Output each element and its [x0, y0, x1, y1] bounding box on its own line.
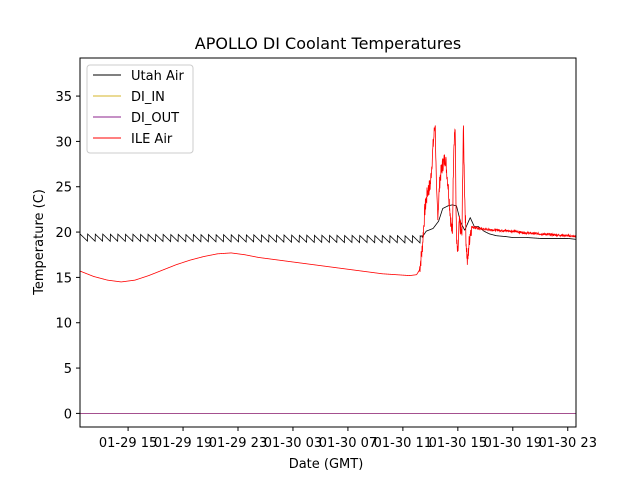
legend-frame — [86, 64, 194, 154]
y-tick-label: 20 — [55, 226, 72, 241]
x-tick-label: 01-30 03 — [264, 436, 322, 451]
y-tick-label: 10 — [55, 317, 72, 332]
series-line-utah-air — [80, 204, 576, 244]
x-tick-label: 01-30 07 — [319, 436, 377, 451]
legend-label: ILE Air — [131, 132, 173, 147]
legend-label: Utah Air — [131, 69, 184, 84]
y-tick-label: 30 — [55, 135, 72, 150]
chart-title: APOLLO DI Coolant Temperatures — [195, 34, 461, 53]
y-tick-label: 25 — [55, 181, 72, 196]
legend: Utah Air DI_IN DI_OUT ILE Air — [86, 64, 194, 154]
x-tick-label: 01-29 23 — [209, 436, 267, 451]
x-tick-label: 01-30 19 — [484, 436, 542, 451]
plot-frame — [79, 57, 577, 428]
y-axis: 0 5 10 15 20 25 30 35 — [55, 90, 80, 422]
y-tick-label: 15 — [55, 271, 72, 286]
legend-label: DI_OUT — [131, 111, 179, 126]
series-layer — [80, 125, 576, 414]
y-axis-label: Temperature (C) — [32, 189, 47, 296]
y-tick-label: 0 — [64, 407, 72, 422]
y-tick-label: 5 — [64, 362, 72, 377]
x-tick-label: 01-30 23 — [539, 436, 597, 451]
y-tick-label: 35 — [55, 90, 72, 105]
x-tick-label: 01-29 15 — [99, 436, 157, 451]
x-tick-label: 01-29 19 — [154, 436, 212, 451]
x-tick-label: 01-30 11 — [374, 436, 432, 451]
legend-label: DI_IN — [131, 90, 165, 105]
series-line-ile-air — [80, 125, 576, 283]
x-axis-label: Date (GMT) — [289, 457, 364, 472]
x-tick-label: 01-30 15 — [429, 436, 487, 451]
